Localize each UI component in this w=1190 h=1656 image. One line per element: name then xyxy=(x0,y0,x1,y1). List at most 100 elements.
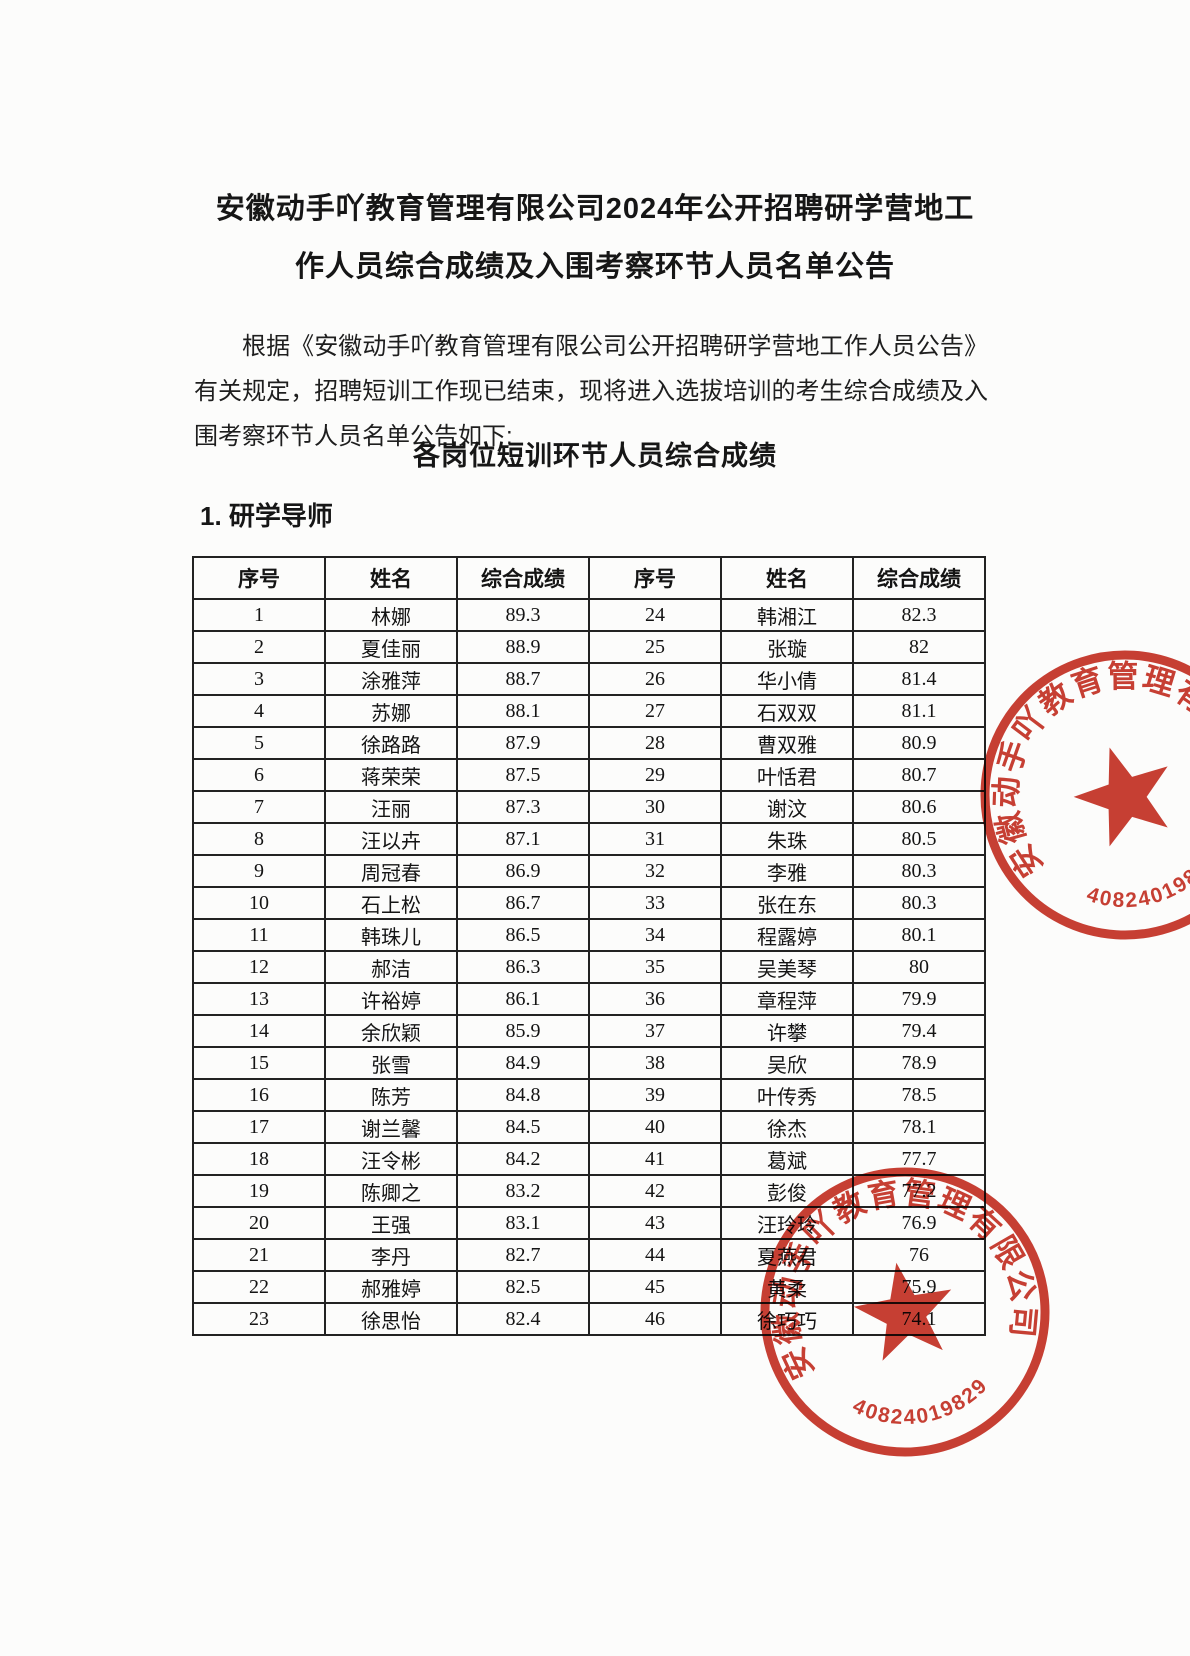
name-cell: 汪玲玲 xyxy=(720,1206,854,1240)
table-row: 9 周冠春 86.9 32 李雅 80.3 xyxy=(192,854,986,888)
name-cell: 汪以卉 xyxy=(324,822,458,856)
rank-cell: 17 xyxy=(192,1110,326,1144)
table-row: 5 徐路路 87.9 28 曹双雅 80.9 xyxy=(192,726,986,760)
rank-cell: 21 xyxy=(192,1238,326,1272)
rank-cell: 13 xyxy=(192,982,326,1016)
name-cell: 曹双雅 xyxy=(720,726,854,760)
score-cell: 80.1 xyxy=(852,918,986,952)
name-cell: 汪丽 xyxy=(324,790,458,824)
rank-cell: 23 xyxy=(192,1302,326,1336)
name-cell: 石双双 xyxy=(720,694,854,728)
score-cell: 75.9 xyxy=(852,1270,986,1304)
score-cell: 80.3 xyxy=(852,854,986,888)
rank-cell: 35 xyxy=(588,950,722,984)
rank-cell: 10 xyxy=(192,886,326,920)
score-cell: 80.6 xyxy=(852,790,986,824)
rank-cell: 20 xyxy=(192,1206,326,1240)
rank-cell: 37 xyxy=(588,1014,722,1048)
score-cell: 79.9 xyxy=(852,982,986,1016)
score-cell: 86.7 xyxy=(456,886,590,920)
score-cell: 86.9 xyxy=(456,854,590,888)
list-heading: 1. 研学导师 xyxy=(200,501,333,531)
rank-cell: 46 xyxy=(588,1302,722,1336)
score-cell: 88.1 xyxy=(456,694,590,728)
score-cell: 82.3 xyxy=(852,598,986,632)
rank-cell: 6 xyxy=(192,758,326,792)
section-title: 各岗位短训环节人员综合成绩 xyxy=(413,441,777,471)
table-row: 14 余欣颖 85.9 37 许攀 79.4 xyxy=(192,1014,986,1048)
name-cell: 徐巧巧 xyxy=(720,1302,854,1336)
score-cell: 76.9 xyxy=(852,1206,986,1240)
rank-cell: 43 xyxy=(588,1206,722,1240)
table-row: 3 涂雅萍 88.7 26 华小倩 81.4 xyxy=(192,662,986,696)
score-cell: 82.7 xyxy=(456,1238,590,1272)
name-cell: 苏娜 xyxy=(324,694,458,728)
score-cell: 79.4 xyxy=(852,1014,986,1048)
rank-cell: 29 xyxy=(588,758,722,792)
name-cell: 涂雅萍 xyxy=(324,662,458,696)
score-cell: 84.5 xyxy=(456,1110,590,1144)
rank-cell: 12 xyxy=(192,950,326,984)
score-cell: 77.7 xyxy=(852,1142,986,1176)
name-cell: 朱珠 xyxy=(720,822,854,856)
table-row: 8 汪以卉 87.1 31 朱珠 80.5 xyxy=(192,822,986,856)
name-cell: 谢兰馨 xyxy=(324,1110,458,1144)
rank-cell: 26 xyxy=(588,662,722,696)
score-cell: 74.1 xyxy=(852,1302,986,1336)
rank-cell: 16 xyxy=(192,1078,326,1112)
name-cell: 韩珠儿 xyxy=(324,918,458,952)
rank-cell: 28 xyxy=(588,726,722,760)
header-name-left: 姓名 xyxy=(324,556,458,600)
table-row: 22 郝雅婷 82.5 45 黄柔 75.9 xyxy=(192,1270,986,1304)
rank-cell: 34 xyxy=(588,918,722,952)
seal-star-icon xyxy=(1073,747,1168,847)
score-cell: 86.1 xyxy=(456,982,590,1016)
name-cell: 夏燕君 xyxy=(720,1238,854,1272)
table-row: 2 夏佳丽 88.9 25 张璇 82 xyxy=(192,630,986,664)
rank-cell: 38 xyxy=(588,1046,722,1080)
rank-cell: 4 xyxy=(192,694,326,728)
name-cell: 许攀 xyxy=(720,1014,854,1048)
rank-cell: 24 xyxy=(588,598,722,632)
score-cell: 80.3 xyxy=(852,886,986,920)
table-row: 20 王强 83.1 43 汪玲玲 76.9 xyxy=(192,1206,986,1240)
table-header-row: 序号 姓名 综合成绩 序号 姓名 综合成绩 xyxy=(192,556,986,600)
table-row: 23 徐思怡 82.4 46 徐巧巧 74.1 xyxy=(192,1302,986,1336)
score-cell: 87.5 xyxy=(456,758,590,792)
name-cell: 周冠春 xyxy=(324,854,458,888)
rank-cell: 1 xyxy=(192,598,326,632)
rank-cell: 15 xyxy=(192,1046,326,1080)
name-cell: 章程萍 xyxy=(720,982,854,1016)
table-row: 1 林娜 89.3 24 韩湘江 82.3 xyxy=(192,598,986,632)
score-cell: 77.2 xyxy=(852,1174,986,1208)
name-cell: 夏佳丽 xyxy=(324,630,458,664)
name-cell: 李丹 xyxy=(324,1238,458,1272)
rank-cell: 33 xyxy=(588,886,722,920)
name-cell: 徐杰 xyxy=(720,1110,854,1144)
name-cell: 华小倩 xyxy=(720,662,854,696)
rank-cell: 39 xyxy=(588,1078,722,1112)
name-cell: 彭俊 xyxy=(720,1174,854,1208)
name-cell: 陈芳 xyxy=(324,1078,458,1112)
score-cell: 81.1 xyxy=(852,694,986,728)
rank-cell: 30 xyxy=(588,790,722,824)
score-cell: 78.9 xyxy=(852,1046,986,1080)
document-title-line2: 作人员综合成绩及入围考察环节人员名单公告 xyxy=(294,251,895,283)
name-cell: 吴美琴 xyxy=(720,950,854,984)
intro-paragraph: 根据《安徽动手吖教育管理有限公司公开招聘研学营地工作人员公告》有关规定，招聘短训… xyxy=(194,333,988,450)
name-cell: 程露婷 xyxy=(720,918,854,952)
rank-cell: 40 xyxy=(588,1110,722,1144)
rank-cell: 41 xyxy=(588,1142,722,1176)
name-cell: 郝雅婷 xyxy=(324,1270,458,1304)
seal-company-text: 安徽动手吖教育管理有限公司 xyxy=(953,623,1190,886)
rank-cell: 8 xyxy=(192,822,326,856)
rank-cell: 2 xyxy=(192,630,326,664)
table-row: 7 汪丽 87.3 30 谢汶 80.6 xyxy=(192,790,986,824)
name-cell: 张雪 xyxy=(324,1046,458,1080)
score-cell: 83.1 xyxy=(456,1206,590,1240)
name-cell: 韩湘江 xyxy=(720,598,854,632)
header-rank-left: 序号 xyxy=(192,556,326,600)
document-title: 安徽动手吖教育管理有限公司2024年公开招聘研学营地工 作人员综合成绩及入围考察… xyxy=(95,180,1095,296)
score-cell: 87.3 xyxy=(456,790,590,824)
rank-cell: 31 xyxy=(588,822,722,856)
